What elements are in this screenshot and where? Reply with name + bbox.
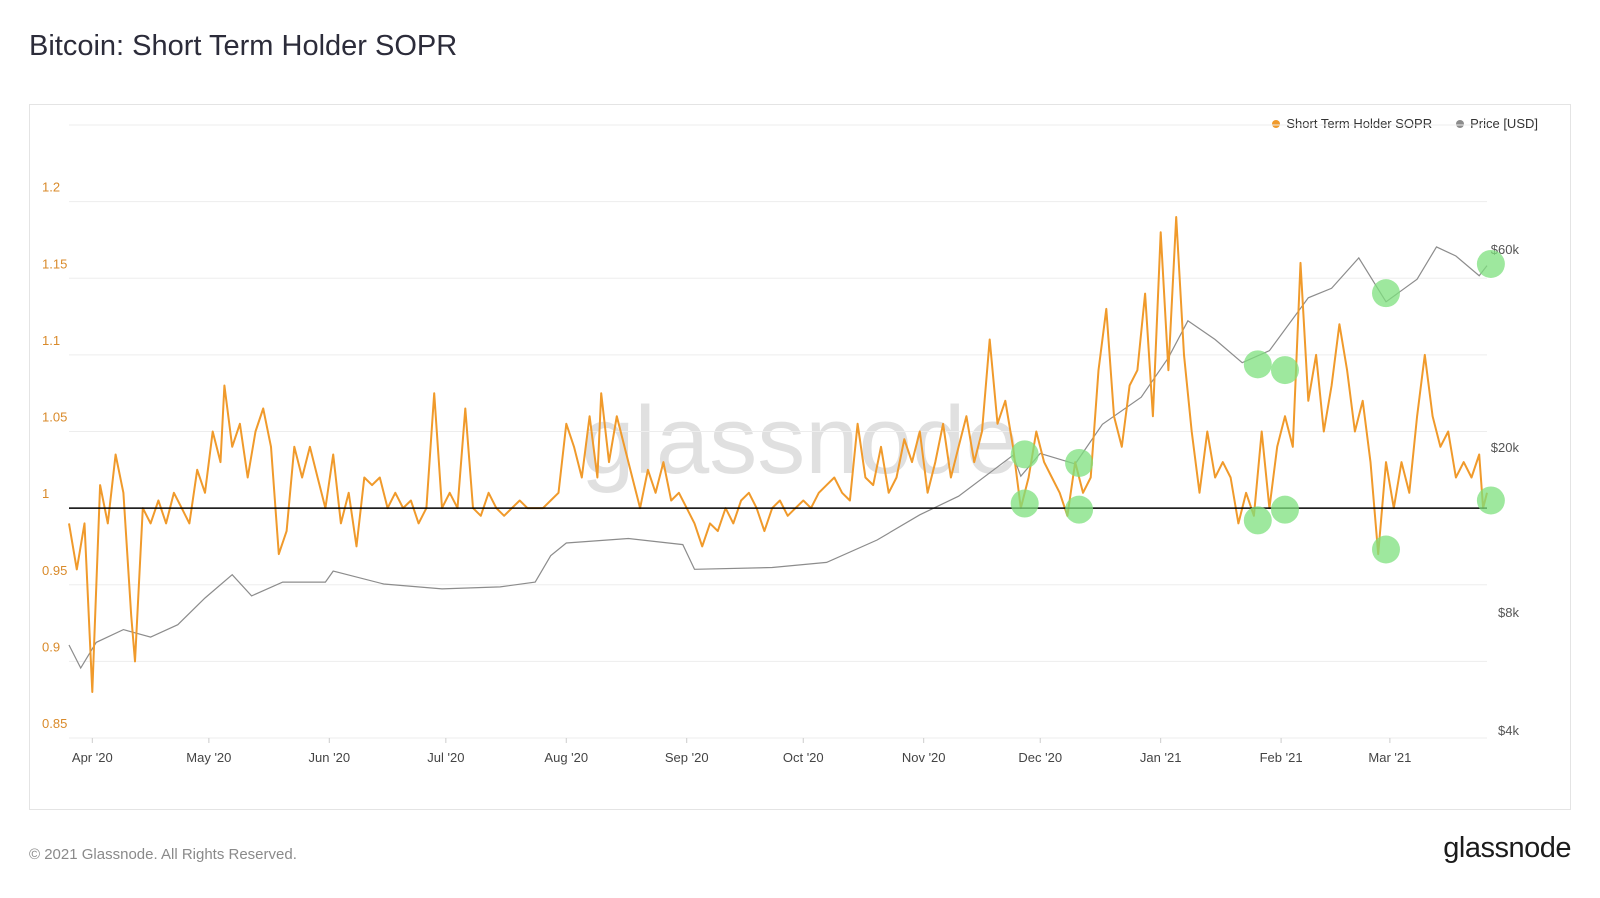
legend-label-price: Price [USD]: [1470, 116, 1538, 131]
highlight-circle-price: [1371, 279, 1400, 308]
y-left-tick-label: 1.1: [42, 333, 60, 348]
y-left-tick-label: 0.85: [42, 716, 67, 731]
y-right-tick-label: $8k: [1498, 605, 1519, 620]
highlight-circle-price: [1010, 440, 1039, 469]
highlight-circle-price: [1243, 350, 1272, 379]
highlight-circle-sopr: [1270, 495, 1299, 524]
x-tick-label: Apr '20: [72, 750, 113, 765]
y-left-tick-label: 1.15: [42, 256, 67, 271]
highlight-circle-sopr: [1371, 535, 1400, 564]
highlight-circle-sopr: [1243, 506, 1272, 535]
x-tick-label: Mar '21: [1368, 750, 1411, 765]
y-left-tick-label: 1: [42, 486, 49, 501]
x-tick-label: Aug '20: [544, 750, 588, 765]
y-right-tick-label: $20k: [1491, 440, 1520, 455]
x-tick-label: Jun '20: [309, 750, 351, 765]
highlight-circle-sopr: [1476, 486, 1505, 515]
chart-legend: Short Term Holder SOPR Price [USD]: [1272, 116, 1538, 131]
chart-svg[interactable]: glassnode0.850.90.9511.051.11.151.2$4k$8…: [30, 105, 1570, 809]
x-tick-label: Sep '20: [665, 750, 709, 765]
y-left-tick-label: 1.05: [42, 410, 67, 425]
y-right-tick-label: $4k: [1498, 723, 1519, 738]
highlight-circle-price: [1476, 249, 1505, 278]
x-tick-label: Feb '21: [1260, 750, 1303, 765]
sopr-line: [68, 216, 1488, 693]
x-tick-label: Jan '21: [1140, 750, 1182, 765]
y-left-tick-label: 0.9: [42, 639, 60, 654]
y-left-tick-label: 0.95: [42, 563, 67, 578]
glassnode-logo: glassnode: [1443, 832, 1571, 864]
legend-dot-price: [1456, 119, 1465, 128]
legend-item-price[interactable]: Price [USD]: [1456, 116, 1538, 131]
x-tick-label: Jul '20: [427, 750, 464, 765]
x-tick-label: Dec '20: [1018, 750, 1062, 765]
x-tick-label: Oct '20: [783, 750, 824, 765]
x-tick-label: Nov '20: [902, 750, 946, 765]
legend-label-sopr: Short Term Holder SOPR: [1286, 116, 1433, 131]
x-tick-label: May '20: [186, 750, 231, 765]
price-line: [68, 246, 1488, 670]
legend-dot-sopr: [1272, 119, 1281, 128]
highlight-circle-sopr: [1010, 489, 1039, 518]
highlight-circle-price: [1065, 448, 1094, 477]
highlight-circle-sopr: [1065, 495, 1094, 524]
chart-panel: glassnode 0.85 0.9 0.95 1 1.05 1.1 1.15 1.2 $4k $8…: [29, 104, 1571, 810]
page-title: Bitcoin: Short Term Holder SOPR: [29, 30, 458, 62]
legend-item-sopr[interactable]: Short Term Holder SOPR: [1272, 116, 1432, 131]
copyright-footer: © 2021 Glassnode. All Rights Reserved.: [29, 846, 297, 863]
highlight-circle-price: [1270, 356, 1299, 385]
y-left-tick-label: 1.2: [42, 180, 60, 195]
